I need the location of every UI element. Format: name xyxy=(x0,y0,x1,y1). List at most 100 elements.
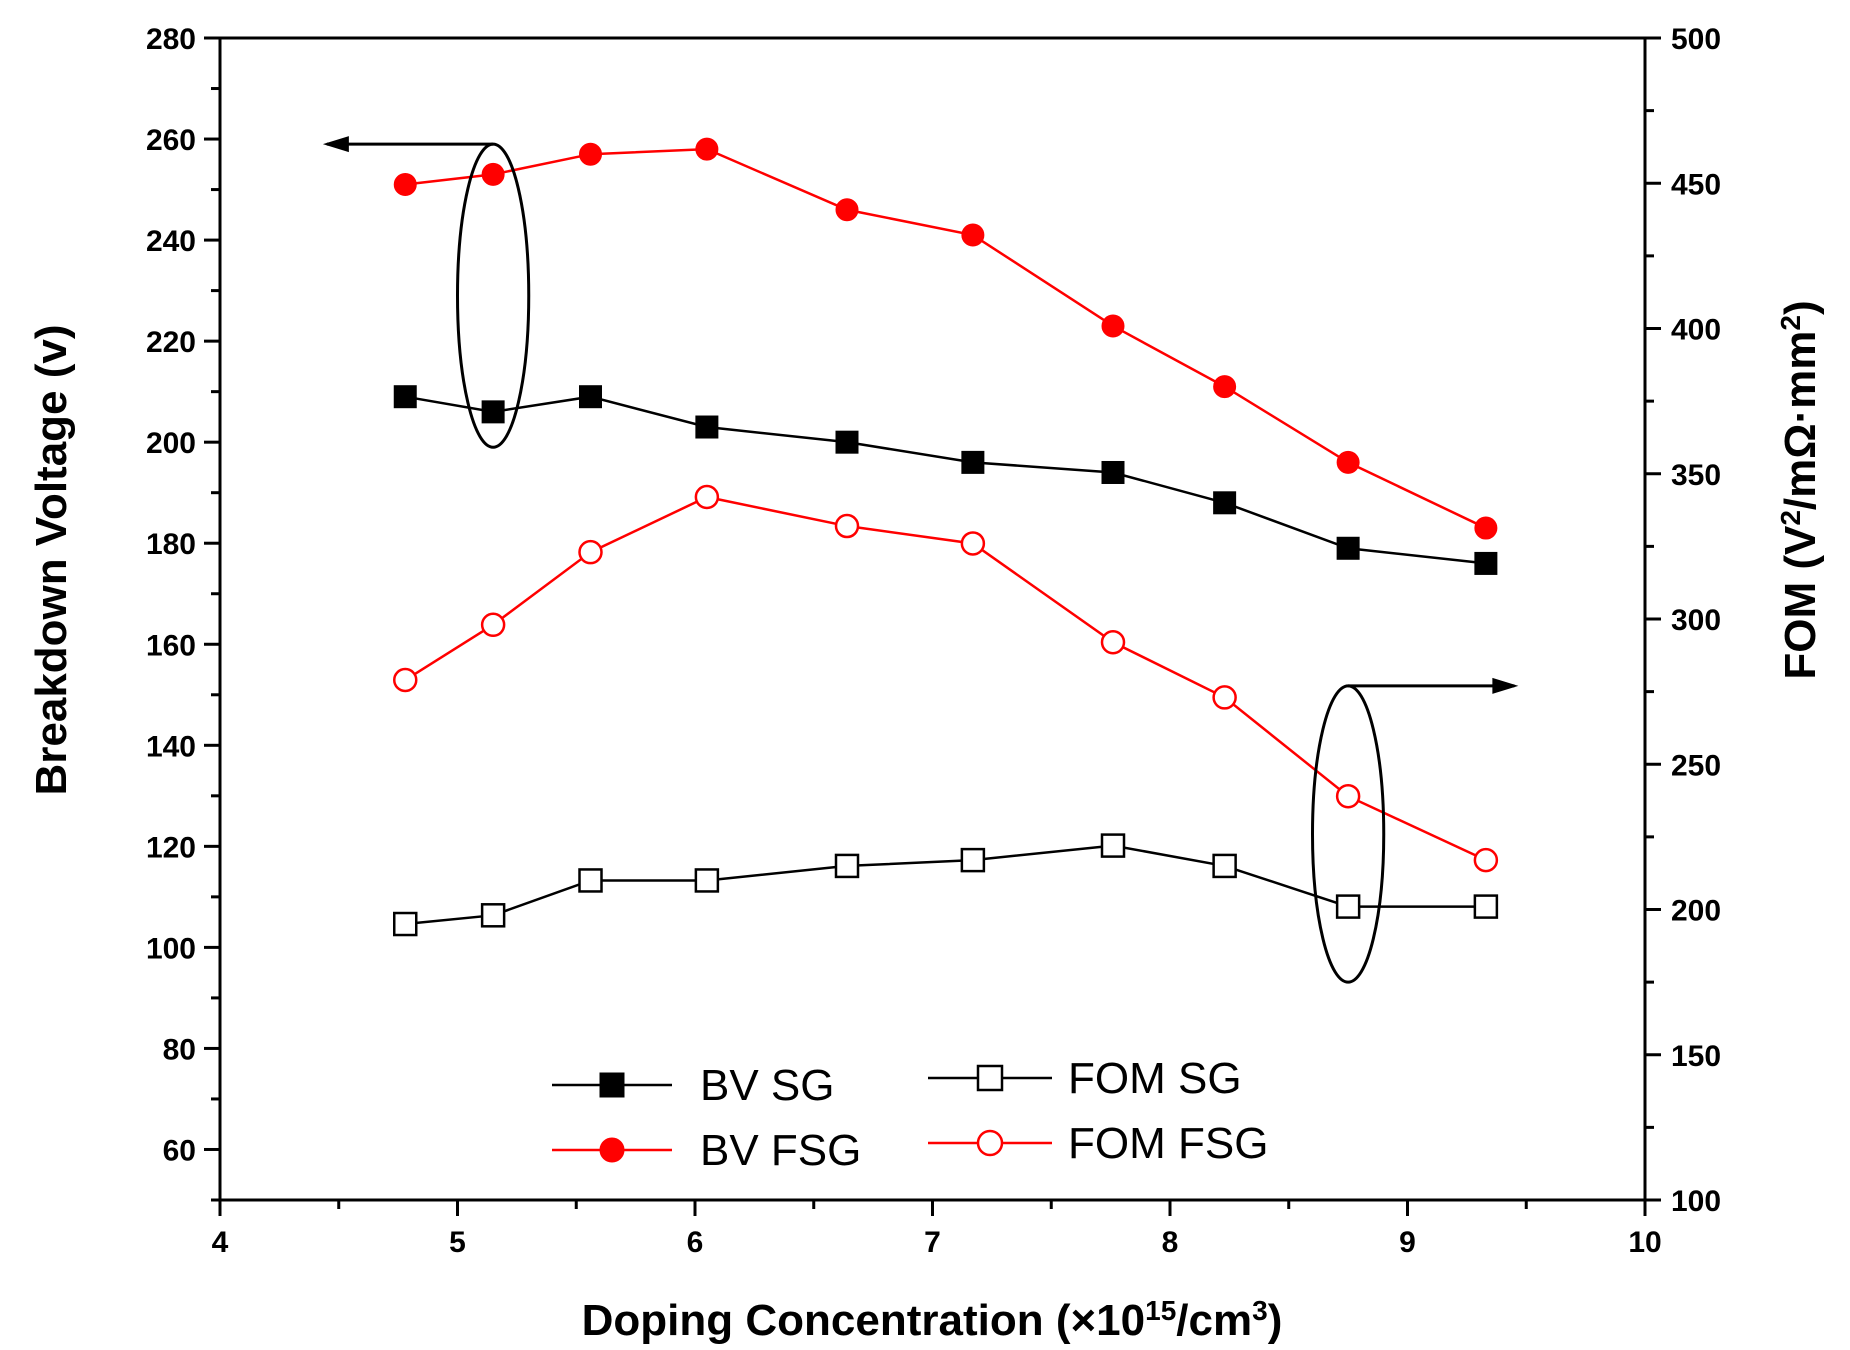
y-tick-label: 140 xyxy=(146,730,196,763)
x-tick-label: 7 xyxy=(924,1226,941,1259)
y2-tick-label: 500 xyxy=(1671,23,1721,56)
legend-label-fom-fsg: FOM FSG xyxy=(1068,1119,1268,1168)
series-bv-sg xyxy=(393,385,1498,575)
data-point-fom-sg xyxy=(480,903,506,928)
y-tick-label: 120 xyxy=(146,831,196,864)
annotation-layer xyxy=(322,136,1519,984)
y-tick-label: 80 xyxy=(163,1033,196,1066)
data-point-fom-fsg xyxy=(480,612,506,638)
fom-group-ellipse-arrow-head xyxy=(1492,677,1519,694)
data-point-fom-sg xyxy=(1335,894,1361,919)
data-point-bv-sg xyxy=(835,430,859,454)
y-tick-label: 160 xyxy=(146,629,196,662)
y2-tick-label: 300 xyxy=(1671,604,1721,637)
data-point-fom-sg xyxy=(1100,833,1126,858)
legend: BV SG BV FSG FOM SG FOM FSG xyxy=(552,1054,1268,1175)
legend-marker-fom-fsg xyxy=(976,1129,1004,1157)
series-line-fom-sg xyxy=(405,844,1486,926)
data-point-fom-fsg xyxy=(1212,685,1237,710)
data-point-fom-sg xyxy=(834,853,860,879)
series-line-bv-sg xyxy=(405,395,1487,565)
data-point-fom-fsg xyxy=(1335,783,1361,809)
data-point-bv-sg xyxy=(695,415,719,439)
y-tick-label: 260 xyxy=(146,124,196,157)
y-tick-label: 60 xyxy=(163,1134,196,1167)
data-point-fom-sg xyxy=(1212,853,1237,879)
data-point-bv-fsg xyxy=(481,162,505,186)
data-point-fom-sg xyxy=(393,911,418,937)
y2-tick-label: 450 xyxy=(1671,168,1721,201)
y-axis-title: Breakdown Voltage (v) xyxy=(27,324,76,795)
plot-frame xyxy=(218,36,1647,1202)
data-point-bv-fsg xyxy=(695,137,719,161)
legend-marker-bv-fsg xyxy=(599,1137,625,1163)
x-tick-label: 5 xyxy=(449,1226,466,1259)
legend-marker-bv-sg xyxy=(599,1072,625,1098)
data-point-fom-fsg xyxy=(960,531,986,556)
y2-tick-label: 250 xyxy=(1671,749,1721,782)
data-point-bv-fsg xyxy=(1336,450,1360,474)
data-point-bv-fsg xyxy=(393,173,417,197)
data-point-bv-sg xyxy=(1474,551,1498,575)
series-bv-fsg xyxy=(393,137,1498,540)
y-tick-label: 240 xyxy=(146,225,196,258)
x-axis: 4 5 6 7 8 9 10 xyxy=(212,1200,1662,1259)
data-point-bv-fsg xyxy=(835,198,859,222)
data-point-bv-sg xyxy=(1101,460,1125,484)
legend-entry-bv-sg: BV SG xyxy=(552,1061,835,1110)
y-tick-label: 280 xyxy=(146,23,196,56)
data-point-fom-fsg xyxy=(393,667,418,693)
series-line-fom-fsg xyxy=(404,495,1487,862)
data-point-fom-fsg xyxy=(1100,629,1126,655)
bv-group-ellipse-arrow-head xyxy=(322,136,349,153)
y2-tick-label: 150 xyxy=(1671,1040,1721,1073)
y2-tick-label: 100 xyxy=(1671,1185,1721,1218)
data-point-fom-fsg xyxy=(1473,847,1499,873)
data-point-bv-sg xyxy=(481,400,505,424)
series-line-bv-fsg xyxy=(405,147,1487,530)
data-point-fom-sg xyxy=(960,847,986,873)
y-axis-left: 60 80 100 120 140 160 180 200 220 240 260 280 xyxy=(146,23,220,1202)
data-point-bv-sg xyxy=(579,385,602,409)
y2-axis-title: FOM (V2/mΩ·mm2) xyxy=(1775,300,1826,679)
x-tick-label: 4 xyxy=(212,1226,229,1259)
y-tick-label: 100 xyxy=(146,932,196,965)
x-tick-label: 9 xyxy=(1399,1226,1416,1259)
data-point-bv-fsg xyxy=(1101,314,1125,338)
data-point-fom-sg xyxy=(1473,894,1499,919)
y-axis-right: 100 150 200 250 300 350 400 450 500 xyxy=(1645,23,1721,1218)
series-fom-fsg xyxy=(393,484,1499,873)
y2-tick-label: 400 xyxy=(1671,314,1721,347)
x-axis-title: Doping Concentration (×1015/cm3) xyxy=(582,1295,1283,1346)
series-layer xyxy=(393,137,1499,937)
data-point-fom-sg xyxy=(578,868,603,893)
y2-tick-label: 200 xyxy=(1671,895,1721,928)
legend-label-fom-sg: FOM SG xyxy=(1068,1054,1242,1103)
data-point-fom-fsg xyxy=(694,484,720,510)
data-point-bv-fsg xyxy=(579,142,602,166)
fom-group-ellipse-shape xyxy=(1311,684,1386,984)
data-point-fom-fsg xyxy=(578,539,603,565)
y2-tick-label: 350 xyxy=(1671,459,1721,492)
data-point-bv-sg xyxy=(1213,491,1237,515)
x-tick-label: 6 xyxy=(687,1226,704,1259)
data-point-fom-sg xyxy=(694,868,720,893)
bv-group-ellipse xyxy=(322,136,531,449)
legend-entry-fom-sg: FOM SG xyxy=(928,1054,1242,1103)
legend-label-bv-fsg: BV FSG xyxy=(700,1126,861,1175)
data-point-bv-sg xyxy=(393,385,417,409)
fom-group-ellipse xyxy=(1311,677,1519,984)
data-point-fom-fsg xyxy=(834,513,860,539)
legend-entry-bv-fsg: BV FSG xyxy=(552,1126,861,1175)
x-tick-label: 8 xyxy=(1162,1226,1179,1259)
y-tick-label: 220 xyxy=(146,326,196,359)
legend-marker-fom-sg xyxy=(976,1064,1004,1092)
series-fom-sg xyxy=(393,833,1499,937)
data-point-bv-fsg xyxy=(1213,375,1237,399)
data-point-bv-sg xyxy=(961,450,985,474)
y-tick-label: 200 xyxy=(146,427,196,460)
data-point-bv-fsg xyxy=(961,223,985,247)
legend-label-bv-sg: BV SG xyxy=(700,1061,835,1110)
y-tick-label: 180 xyxy=(146,528,196,561)
